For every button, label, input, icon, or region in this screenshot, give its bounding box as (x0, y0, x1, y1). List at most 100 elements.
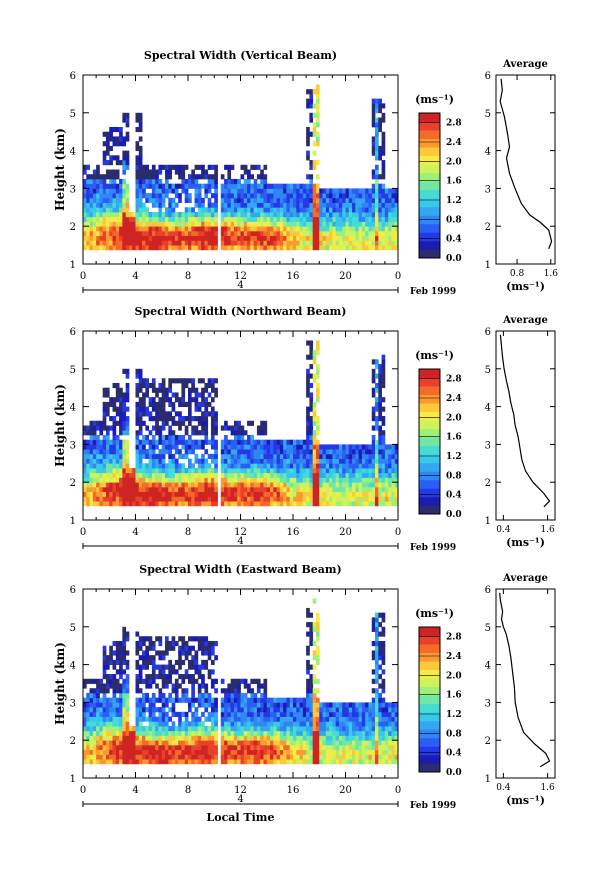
heatmap-cell (174, 221, 179, 227)
heatmap-cell (83, 702, 87, 708)
heatmap-cell (145, 382, 150, 389)
heatmap-cell (260, 749, 264, 755)
heatmap-cell (194, 501, 199, 507)
heatmap-cell (181, 463, 186, 469)
heatmap-cell (181, 420, 186, 426)
heatmap-cell (191, 636, 195, 642)
heatmap-cell (119, 683, 123, 689)
heatmap-cell (125, 707, 130, 713)
heatmap-cell (371, 245, 376, 251)
heatmap-cell (319, 716, 323, 722)
heatmap-cell (191, 425, 195, 431)
heatmap-cell (155, 759, 159, 765)
heatmap-cell (151, 226, 156, 232)
heatmap-cell (83, 716, 87, 722)
heatmap-cell (322, 735, 327, 741)
heatmap-cell (128, 744, 133, 751)
heatmap-cell (184, 197, 189, 203)
heatmap-cell (119, 202, 123, 208)
heatmap-cell (188, 721, 192, 727)
heatmap-cell (224, 472, 228, 478)
heatmap-cell (335, 721, 340, 727)
heatmap-cell (135, 674, 140, 680)
panel-title: Spectral Width (Vertical Beam) (144, 49, 337, 62)
heatmap-cell (233, 721, 238, 727)
heatmap-cell (138, 216, 143, 222)
heatmap-cell (109, 754, 113, 760)
heatmap-cell (237, 193, 241, 199)
heatmap-cell (99, 744, 104, 751)
heatmap-cell (240, 221, 245, 227)
heatmap-cell (135, 197, 140, 203)
heatmap-cell (342, 212, 346, 218)
heatmap-cell (92, 754, 97, 760)
heatmap-cell (102, 212, 107, 218)
heatmap-cell (315, 345, 320, 351)
heatmap-cell (115, 439, 120, 445)
heatmap-cell (358, 486, 363, 493)
heatmap-cell (332, 482, 337, 488)
heatmap-cell (181, 434, 186, 441)
heatmap-cell (315, 496, 320, 502)
heatmap-cell (158, 463, 163, 469)
heatmap-cell (253, 711, 258, 717)
heatmap-cell (165, 387, 169, 393)
heatmap-cell (158, 240, 163, 246)
heatmap-cell (256, 449, 261, 455)
heatmap-cell (276, 468, 281, 474)
heatmap-cell (181, 496, 186, 502)
heatmap-cell (315, 468, 320, 474)
heatmap-cell (214, 711, 218, 717)
heatmap-cell (99, 463, 104, 469)
heatmap-cell (335, 458, 340, 464)
heatmap-cell (293, 697, 297, 703)
heatmap-cell (201, 740, 205, 746)
heatmap-cell (135, 730, 140, 736)
heatmap-cell (230, 711, 235, 717)
heatmap-cell (296, 245, 300, 251)
heatmap-cell (132, 468, 136, 474)
heatmap-cell (309, 449, 314, 455)
heatmap-cell (309, 103, 314, 109)
heatmap-cell (83, 486, 87, 493)
heatmap-cell (283, 754, 287, 760)
heatmap-cell (293, 482, 297, 488)
heatmap-cell (194, 425, 199, 431)
heatmap-cell (96, 178, 100, 185)
heatmap-cell (375, 188, 379, 194)
heatmap-cell (92, 486, 97, 493)
heatmap-cell (322, 726, 327, 732)
heatmap-cell (368, 212, 373, 218)
heatmap-cell (286, 711, 291, 717)
heatmap-cell (178, 468, 182, 474)
heatmap-cell (115, 640, 120, 647)
heatmap-cell (115, 160, 120, 166)
heatmap-cell (115, 486, 120, 493)
heatmap-cell (283, 735, 287, 741)
heatmap-cell (86, 716, 90, 722)
heatmap-cell (388, 197, 392, 203)
heatmap-cell (125, 688, 130, 694)
heatmap-cell (194, 468, 199, 474)
heatmap-cell (194, 678, 199, 684)
heatmap-cell (289, 721, 294, 727)
heatmap-cell (184, 669, 189, 675)
heatmap-cell (165, 674, 169, 680)
heatmap-cell (371, 197, 376, 203)
heatmap-cell (220, 425, 225, 431)
heatmap-cell (99, 678, 104, 684)
heatmap-cell (158, 650, 163, 656)
heatmap-cell (204, 458, 209, 464)
heatmap-cell (224, 202, 228, 208)
heatmap-cell (194, 721, 199, 727)
heatmap-cell (145, 678, 150, 684)
heatmap-cell (204, 683, 209, 689)
heatmap-cell (247, 726, 251, 732)
heatmap-cell (276, 491, 281, 497)
heatmap-cell (296, 202, 300, 208)
heatmap-cell (247, 245, 251, 251)
heatmap-cell (89, 692, 94, 699)
heatmap-cell (204, 463, 209, 469)
heatmap-cell (260, 744, 264, 751)
heatmap-cell (112, 716, 117, 722)
